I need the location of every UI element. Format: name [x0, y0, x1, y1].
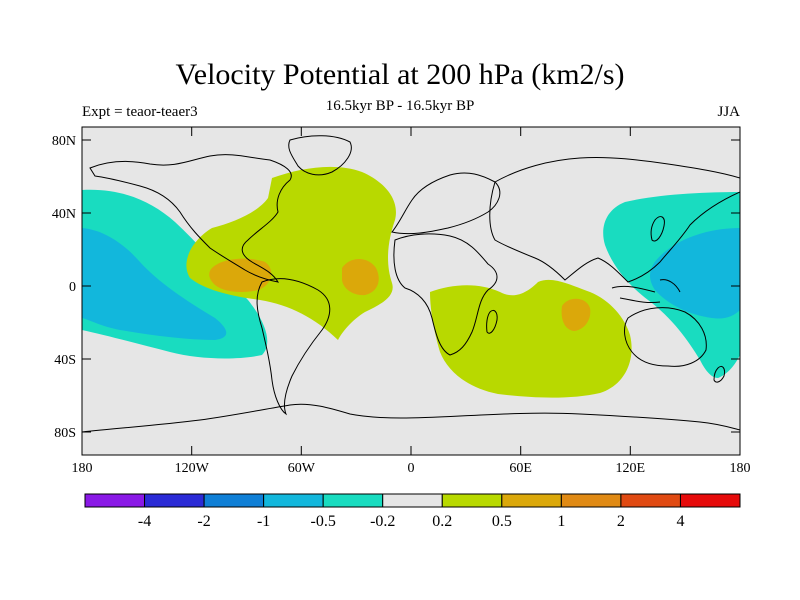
- colorbar-label: 4: [676, 513, 684, 530]
- contour-neg-eastern-pacific-core: [82, 228, 227, 340]
- colorbar-swatch: [203, 493, 265, 508]
- experiment-label: Expt = teaor-teaer3: [82, 104, 198, 120]
- map-subtitle: 16.5kyr BP - 16.5kyr BP: [325, 98, 475, 114]
- x-tick-label: 120W: [175, 461, 210, 476]
- colorbar-label: 0.2: [432, 513, 452, 530]
- x-tick-label: 180: [730, 461, 751, 476]
- contour-neg-western-pacific-core: [650, 228, 740, 319]
- colorbar-label: 1: [557, 513, 565, 530]
- colorbar-label: 0.5: [492, 513, 512, 530]
- contour-max-central-america: [209, 258, 272, 292]
- colorbar-swatch: [144, 493, 205, 508]
- contour-max-tropical-atlantic: [342, 259, 379, 296]
- coastlines: [82, 135, 740, 433]
- coast-japan: [650, 216, 665, 242]
- contour-pos-atlantic: [186, 166, 396, 340]
- y-ticks: [82, 139, 740, 433]
- colorbar-swatch: [382, 493, 443, 508]
- colorbar-swatch: [84, 493, 146, 508]
- coast-madagascar: [486, 309, 498, 334]
- coast-new-zealand: [713, 365, 725, 383]
- colorbar-swatch: [441, 493, 503, 508]
- colorbar-label: 2: [617, 513, 625, 530]
- colorbar-label: -0.5: [311, 513, 336, 530]
- x-tick-label: 180: [72, 461, 93, 476]
- y-tick-label: 0: [69, 280, 76, 295]
- x-tick-labels: 180 120W 60W 0 60E 120E 180: [72, 461, 751, 476]
- colorbar-label: -0.2: [370, 513, 395, 530]
- coast-africa: [393, 233, 498, 356]
- contour-fields: [82, 166, 740, 398]
- y-tick-labels: 80N 40N 0 40S 80S: [52, 134, 76, 441]
- x-ticks: [81, 127, 741, 455]
- coast-antarctica: [82, 403, 740, 433]
- coast-south-america: [256, 278, 331, 416]
- colorbar-swatch: [322, 493, 384, 508]
- colorbar-label: -2: [197, 513, 210, 530]
- colorbar-swatch: [501, 493, 562, 508]
- colorbar-swatch: [263, 493, 324, 508]
- colorbar-swatch: [560, 493, 622, 508]
- coast-asia: [489, 156, 740, 283]
- y-tick-label: 80S: [54, 426, 76, 441]
- x-tick-label: 0: [408, 461, 415, 476]
- colorbar-label: -1: [257, 513, 270, 530]
- y-tick-label: 80N: [52, 134, 76, 149]
- colorbar: [84, 493, 741, 508]
- y-tick-label: 40N: [52, 207, 76, 222]
- coast-maritime-continent: [611, 279, 681, 303]
- colorbar-swatch: [679, 493, 741, 508]
- coast-north-america: [89, 154, 292, 283]
- colorbar-labels: -4 -2 -1 -0.5 -0.2 0.2 0.5 1 2 4: [138, 513, 685, 530]
- coast-greenland: [288, 135, 352, 176]
- x-tick-label: 120E: [616, 461, 646, 476]
- contour-max-indian-ocean: [561, 298, 591, 331]
- colorbar-label: -4: [138, 513, 151, 530]
- map-title: Velocity Potential at 200 hPa (km2/s): [175, 58, 625, 91]
- x-tick-label: 60W: [288, 461, 316, 476]
- colorbar-swatch: [620, 493, 681, 508]
- x-tick-label: 60E: [509, 461, 532, 476]
- y-tick-label: 40S: [54, 353, 76, 368]
- season-label: JJA: [717, 104, 740, 120]
- coast-australia: [624, 307, 707, 367]
